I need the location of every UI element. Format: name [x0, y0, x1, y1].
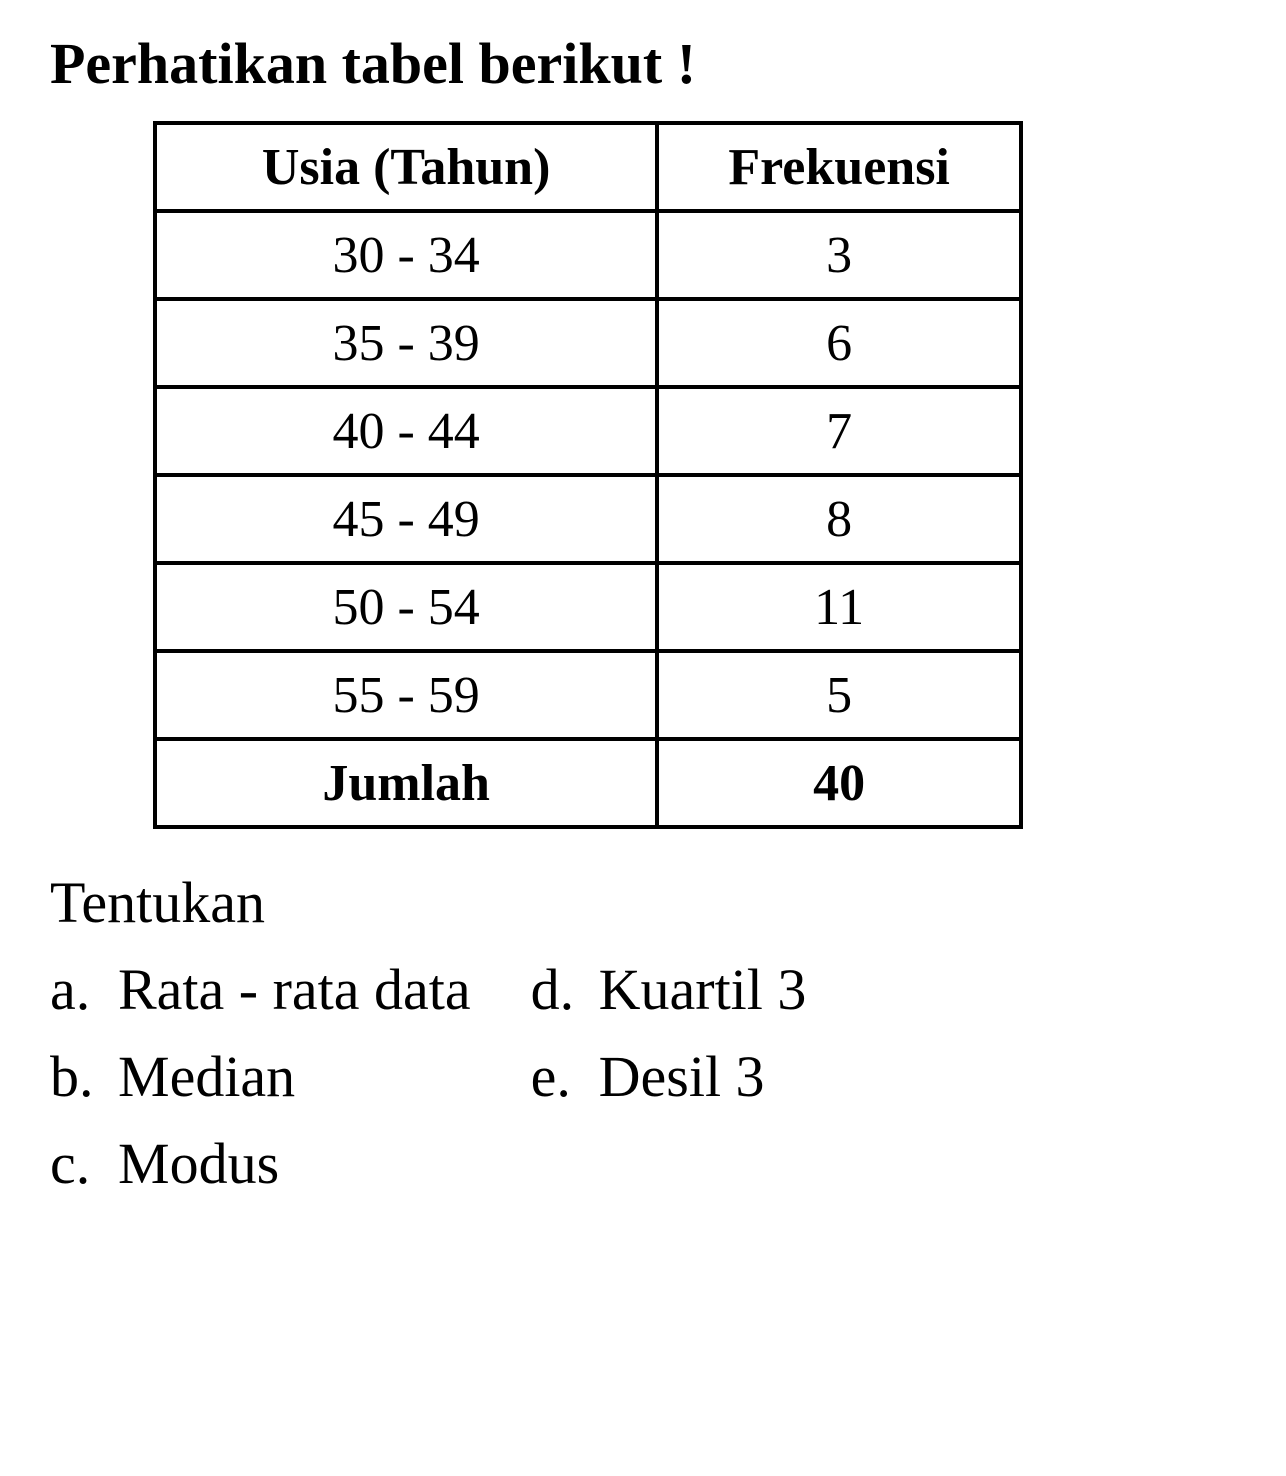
- options-container: a. Rata - rata data b. Median c. Modus d…: [50, 956, 1236, 1197]
- table-row: 40 - 44 7: [155, 387, 1021, 475]
- option-text: Kuartil 3: [599, 956, 807, 1023]
- option-letter: d.: [531, 956, 599, 1023]
- option-item: d. Kuartil 3: [531, 956, 807, 1023]
- cell-freq: 5: [657, 651, 1021, 739]
- footer-label: Jumlah: [155, 739, 657, 827]
- option-item: b. Median: [50, 1043, 471, 1110]
- table-row: 50 - 54 11: [155, 563, 1021, 651]
- option-item: c. Modus: [50, 1130, 471, 1197]
- page-title: Perhatikan tabel berikut !: [50, 30, 1236, 97]
- table-header-row: Usia (Tahun) Frekuensi: [155, 123, 1021, 211]
- options-right-column: d. Kuartil 3 e. Desil 3: [531, 956, 807, 1197]
- option-item: e. Desil 3: [531, 1043, 807, 1110]
- instruction-text: Tentukan: [50, 869, 1236, 936]
- option-text: Desil 3: [599, 1043, 765, 1110]
- cell-freq: 7: [657, 387, 1021, 475]
- option-letter: b.: [50, 1043, 118, 1110]
- table-footer-row: Jumlah 40: [155, 739, 1021, 827]
- table-row: 45 - 49 8: [155, 475, 1021, 563]
- cell-freq: 6: [657, 299, 1021, 387]
- option-letter: e.: [531, 1043, 599, 1110]
- cell-age: 45 - 49: [155, 475, 657, 563]
- option-item: a. Rata - rata data: [50, 956, 471, 1023]
- cell-freq: 3: [657, 211, 1021, 299]
- options-left-column: a. Rata - rata data b. Median c. Modus: [50, 956, 471, 1197]
- table-row: 55 - 59 5: [155, 651, 1021, 739]
- header-freq: Frekuensi: [657, 123, 1021, 211]
- option-text: Modus: [118, 1130, 279, 1197]
- option-letter: a.: [50, 956, 118, 1023]
- cell-age: 35 - 39: [155, 299, 657, 387]
- table-row: 30 - 34 3: [155, 211, 1021, 299]
- option-text: Median: [118, 1043, 295, 1110]
- header-age: Usia (Tahun): [155, 123, 657, 211]
- cell-freq: 11: [657, 563, 1021, 651]
- frequency-table: Usia (Tahun) Frekuensi 30 - 34 3 35 - 39…: [153, 121, 1023, 829]
- table-row: 35 - 39 6: [155, 299, 1021, 387]
- cell-age: 55 - 59: [155, 651, 657, 739]
- cell-age: 30 - 34: [155, 211, 657, 299]
- option-letter: c.: [50, 1130, 118, 1197]
- option-text: Rata - rata data: [118, 956, 471, 1023]
- footer-total: 40: [657, 739, 1021, 827]
- table-container: Usia (Tahun) Frekuensi 30 - 34 3 35 - 39…: [50, 121, 1236, 829]
- cell-freq: 8: [657, 475, 1021, 563]
- cell-age: 50 - 54: [155, 563, 657, 651]
- cell-age: 40 - 44: [155, 387, 657, 475]
